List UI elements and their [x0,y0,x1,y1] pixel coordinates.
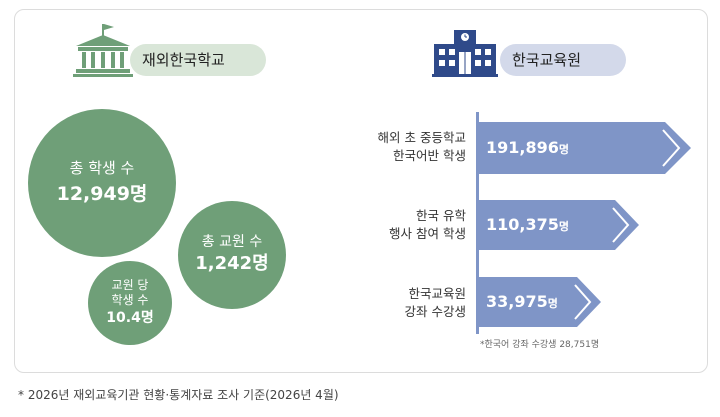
source-footnote: * 2026년 재외교육기관 현황·통계자료 조사 기준(2026년 4월) [18,388,339,402]
course-note: *한국어 강좌 수강생 28,751명 [480,340,600,350]
students-per-teacher-label-2: 학생 수 [111,293,149,307]
bar-course-students [479,277,601,327]
total-teachers-value: 1,242명 [195,253,269,274]
bar-value-number: 33,975 [486,292,548,311]
bar-label-line: 한국어반 학생 [393,148,466,163]
bar-axis [476,112,479,334]
school-category-title: 재외한국학교 [130,44,266,76]
bar-study-event [479,200,639,250]
total-teachers-circle: 총 교원 수 1,242명 [178,201,286,309]
total-students-circle: 총 학생 수 12,949명 [28,109,176,257]
bar-value-unit: 명 [558,143,569,156]
bar-label-line: 해외 초 중등학교 [377,130,466,145]
bar-value-number: 191,896 [486,138,559,157]
students-per-teacher-label-1: 교원 당 [111,278,149,292]
total-teachers-label: 총 교원 수 [201,234,263,250]
bar-korean-class [479,122,691,174]
bar-value-study-event: 110,375명 [486,215,569,237]
bar-value-course-students: 33,975명 [486,292,558,314]
bar-label-course-students: 한국교육원 강좌 수강생 [306,285,466,321]
school-building-icon [73,24,133,77]
students-per-teacher-value: 10.4명 [106,310,154,326]
bar-label-study-event: 한국 유학 행사 참여 학생 [306,207,466,243]
total-students-label: 총 학생 수 [69,159,135,177]
bar-label-line: 한국교육원 [408,286,466,301]
bar-label-line: 강좌 수강생 [404,304,466,319]
bar-label-line: 한국 유학 [416,208,466,223]
bar-value-unit: 명 [558,220,569,233]
total-students-value: 12,949명 [56,183,148,205]
education-center-icon [432,30,498,77]
bar-value-unit: 명 [547,297,558,310]
students-per-teacher-circle: 교원 당 학생 수 10.4명 [88,261,172,345]
bar-value-korean-class: 191,896명 [486,138,569,160]
bar-label-korean-class: 해외 초 중등학교 한국어반 학생 [306,129,466,165]
bar-value-number: 110,375 [486,215,559,234]
education-center-title: 한국교육원 [500,44,626,76]
bar-label-line: 행사 참여 학생 [389,226,466,241]
